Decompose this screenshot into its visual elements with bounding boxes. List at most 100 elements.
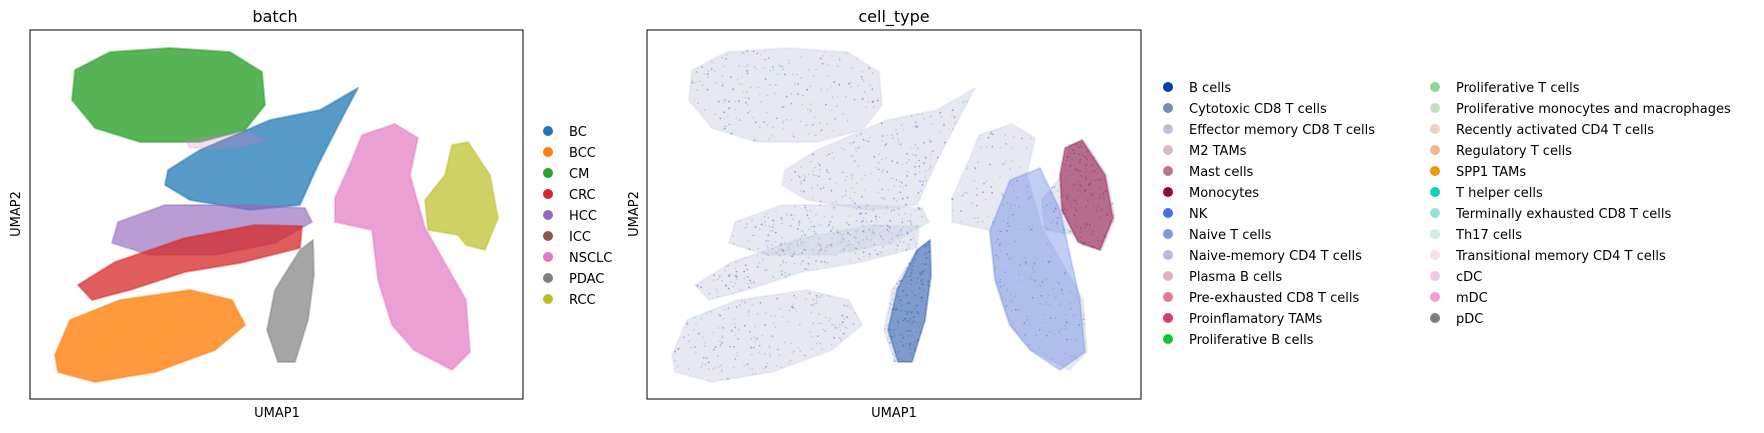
cell-dot — [804, 267, 806, 270]
cell-dot — [736, 349, 739, 352]
cell-dot — [854, 252, 857, 255]
cell-dot — [859, 131, 862, 134]
cell-dot — [845, 244, 848, 247]
cell-dot — [897, 321, 900, 324]
cell-dot — [910, 114, 913, 117]
cell-dot — [849, 234, 852, 236]
cell-dot — [913, 319, 916, 322]
cell-dot — [839, 112, 842, 115]
cell-dot — [1010, 292, 1012, 295]
cell-dot — [736, 354, 739, 357]
legend-label: Proliferative monocytes and macrophages — [1456, 102, 1731, 117]
cell-dot — [833, 118, 836, 121]
cell-dot — [914, 143, 917, 146]
cell-dot — [832, 96, 834, 99]
cell-dot — [864, 162, 867, 164]
cell-dot — [859, 240, 862, 242]
cell-dot — [1053, 210, 1055, 213]
cell-dot — [1057, 203, 1059, 206]
cell-dot — [896, 319, 899, 322]
cell-dot — [801, 252, 803, 254]
cell-dot — [885, 134, 888, 136]
cell-dot — [905, 312, 908, 315]
cell-dot — [727, 307, 730, 310]
cell-dot — [748, 286, 751, 289]
cell-dot — [917, 265, 919, 267]
cell-dot — [851, 67, 854, 70]
cell-dot — [906, 231, 909, 233]
cell-dot — [752, 281, 755, 284]
legend-marker — [1163, 292, 1173, 302]
cell-dot — [1001, 192, 1003, 195]
cell-dot — [1056, 217, 1059, 219]
cell-dot — [725, 265, 728, 267]
legend-item: RCC — [543, 293, 596, 308]
cell-dot — [1026, 263, 1029, 266]
cell-dot — [973, 179, 976, 182]
cell-dot — [829, 244, 832, 247]
cell-dot — [896, 296, 899, 299]
cell-dot — [910, 311, 913, 314]
cell-dot — [840, 323, 843, 326]
cell-dot — [1021, 137, 1023, 140]
cell-dot — [815, 248, 817, 251]
cell-dot — [838, 168, 841, 171]
cell-dot — [1047, 296, 1049, 299]
cell-dot — [909, 355, 912, 357]
cell-dot — [887, 188, 890, 191]
cell-dot — [750, 307, 753, 309]
cell-dot — [711, 368, 714, 371]
cell-dot — [846, 119, 849, 122]
cell-dot — [807, 259, 809, 261]
cell-dot — [743, 303, 746, 306]
cell-dot — [783, 106, 786, 108]
cell-dot — [796, 310, 798, 313]
cell-dot — [871, 72, 874, 74]
cell-dot — [1028, 343, 1030, 346]
cell-dot — [826, 123, 829, 125]
legend-item: B cells — [1163, 81, 1231, 96]
cell-dot — [905, 184, 907, 187]
cell-dot — [715, 327, 718, 330]
cell-dot — [915, 321, 918, 324]
cell-dot — [735, 118, 738, 121]
legend-marker — [1163, 334, 1173, 344]
cell-dot — [809, 103, 812, 105]
cell-dot — [758, 93, 761, 96]
cell-dot — [816, 308, 819, 310]
cell-dot — [841, 171, 844, 174]
cell-dot — [838, 59, 841, 61]
legend-label: Proinflamatory TAMs — [1189, 312, 1323, 327]
cell-dot — [925, 245, 927, 248]
cell-dot — [826, 169, 828, 172]
cell-dot — [753, 336, 756, 338]
cell-dot — [1019, 264, 1022, 266]
cell-dot — [694, 339, 697, 342]
cell-dot — [755, 67, 758, 70]
cell-dot — [823, 127, 826, 130]
cell-dot — [881, 246, 884, 249]
cell-dot — [1064, 352, 1067, 355]
cell-dot — [865, 139, 868, 142]
cell-dot — [978, 210, 980, 213]
cell-dot — [851, 186, 854, 189]
cell-dot — [819, 204, 821, 207]
cell-dot — [1046, 228, 1049, 230]
cell-dot — [879, 253, 882, 256]
legend-label: Th17 cells — [1455, 228, 1522, 243]
cell-dot — [995, 254, 998, 257]
legend-item: cDC — [1430, 270, 1482, 285]
cell-dot — [788, 243, 791, 246]
cell-dot — [1026, 318, 1028, 321]
cell-dot — [928, 158, 930, 161]
cell-dot — [802, 248, 805, 251]
cell-dot — [872, 228, 875, 231]
cell-dot — [796, 240, 799, 243]
cell-dot — [886, 320, 889, 323]
cell-dot — [777, 250, 779, 253]
cell-dot — [778, 276, 781, 279]
cell-dot — [711, 339, 713, 342]
cell-dot — [766, 362, 769, 365]
cell-dot — [778, 64, 781, 67]
cell-dot — [1031, 266, 1034, 269]
